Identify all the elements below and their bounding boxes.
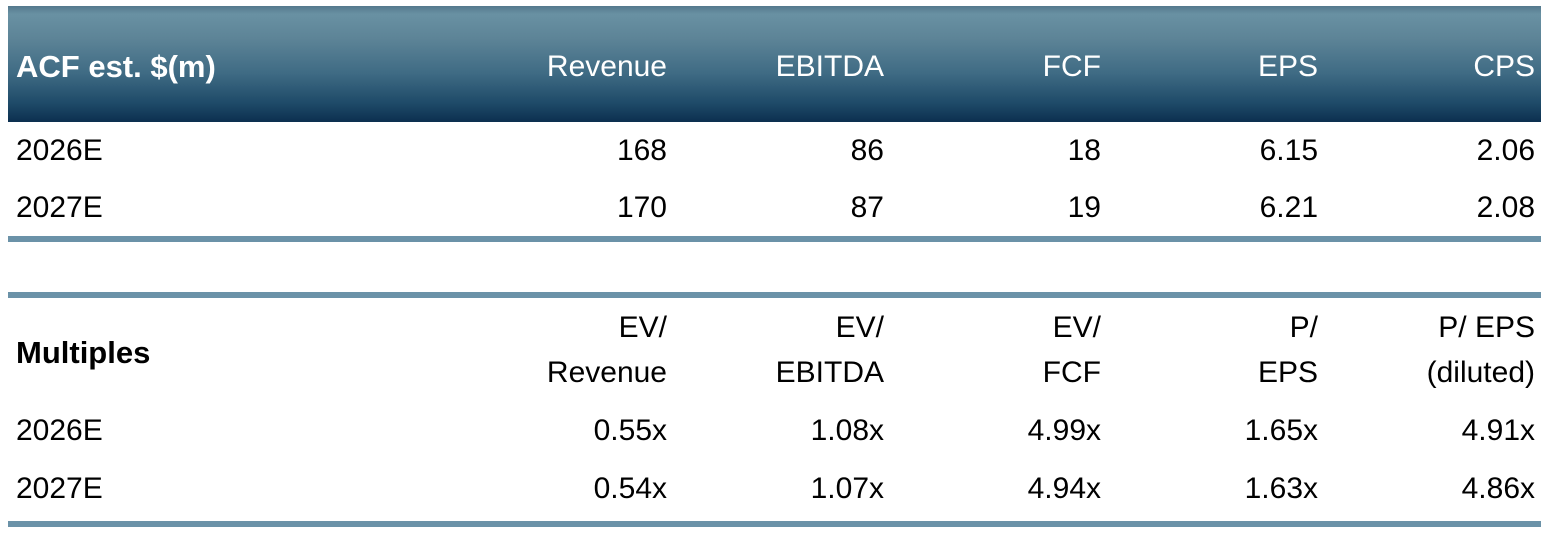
column-header-p-eps-diluted: P/ EPS (diluted): [1324, 305, 1541, 400]
ev-revenue-multiple: 0.54x: [593, 472, 667, 505]
row-label: 2026E: [16, 414, 103, 447]
column-header-line1: EV/: [618, 311, 667, 344]
ebitda-value: 86: [850, 133, 884, 167]
estimates-row-2026: 2026E 168 86 18 6.15 2.06: [8, 122, 1541, 179]
column-header-fcf: FCF: [1042, 50, 1101, 83]
ebitda-value: 87: [850, 190, 884, 224]
eps-value: 6.21: [1259, 190, 1318, 224]
revenue-value: 168: [616, 133, 667, 167]
column-header-line2: Revenue: [546, 356, 667, 389]
p-eps-diluted-multiple: 4.86x: [1461, 472, 1535, 505]
column-header-line2: FCF: [1042, 356, 1101, 389]
ev-ebitda-multiple: 1.07x: [810, 472, 884, 505]
column-header-ev-ebitda: EV/ EBITDA: [673, 305, 890, 400]
column-header-line1: P/ EPS: [1438, 311, 1535, 344]
fcf-value: 18: [1067, 133, 1101, 167]
estimates-table-title: ACF est. $(m): [16, 49, 216, 84]
fcf-value: 19: [1067, 190, 1101, 224]
p-eps-multiple: 1.65x: [1244, 414, 1318, 447]
revenue-value: 170: [616, 190, 667, 224]
column-header-line1: EV/: [1052, 311, 1101, 344]
bottom-gap: [8, 516, 1541, 521]
multiples-table-title: Multiples: [16, 334, 151, 370]
p-eps-diluted-multiple: 4.91x: [1461, 414, 1535, 447]
cps-value: 2.06: [1476, 133, 1535, 167]
estimates-row-2027: 2027E 170 87 19 6.21 2.08: [8, 179, 1541, 236]
estimates-table-header: ACF est. $(m) Revenue EBITDA FCF EPS CPS: [8, 6, 1541, 122]
column-header-line2: EPS: [1257, 356, 1318, 389]
column-header-p-eps: P/ EPS: [1107, 305, 1324, 400]
row-label: 2027E: [16, 472, 103, 505]
column-header-ev-revenue: EV/ Revenue: [456, 305, 673, 400]
bottom-divider-line: [8, 521, 1541, 527]
eps-value: 6.15: [1259, 133, 1318, 167]
multiples-table-header: Multiples EV/ Revenue EV/ EBITDA EV/ FCF…: [8, 298, 1541, 400]
cps-value: 2.08: [1476, 190, 1535, 224]
column-header-line2: EBITDA: [775, 356, 884, 389]
section-divider-line: [8, 236, 1541, 242]
section-gap: [8, 242, 1541, 292]
column-header-ebitda: EBITDA: [775, 50, 884, 83]
multiples-row-2027: 2027E 0.54x 1.07x 4.94x 1.63x 4.86x: [8, 458, 1541, 516]
ev-ebitda-multiple: 1.08x: [810, 414, 884, 447]
column-header-eps: EPS: [1257, 50, 1318, 83]
multiples-row-2026: 2026E 0.55x 1.08x 4.99x 1.65x 4.91x: [8, 400, 1541, 458]
ev-revenue-multiple: 0.55x: [593, 414, 667, 447]
column-header-line1: P/: [1289, 311, 1318, 344]
row-label: 2027E: [16, 190, 103, 224]
ev-fcf-multiple: 4.99x: [1027, 414, 1101, 447]
multiples-top-divider-line: [8, 292, 1541, 298]
column-header-ev-fcf: EV/ FCF: [890, 305, 1107, 400]
column-header-line2: (diluted): [1426, 356, 1535, 389]
column-header-revenue: Revenue: [546, 50, 667, 83]
row-label: 2026E: [16, 133, 103, 167]
p-eps-multiple: 1.63x: [1244, 472, 1318, 505]
ev-fcf-multiple: 4.94x: [1027, 472, 1101, 505]
column-header-cps: CPS: [1473, 50, 1535, 83]
column-header-line1: EV/: [835, 311, 884, 344]
